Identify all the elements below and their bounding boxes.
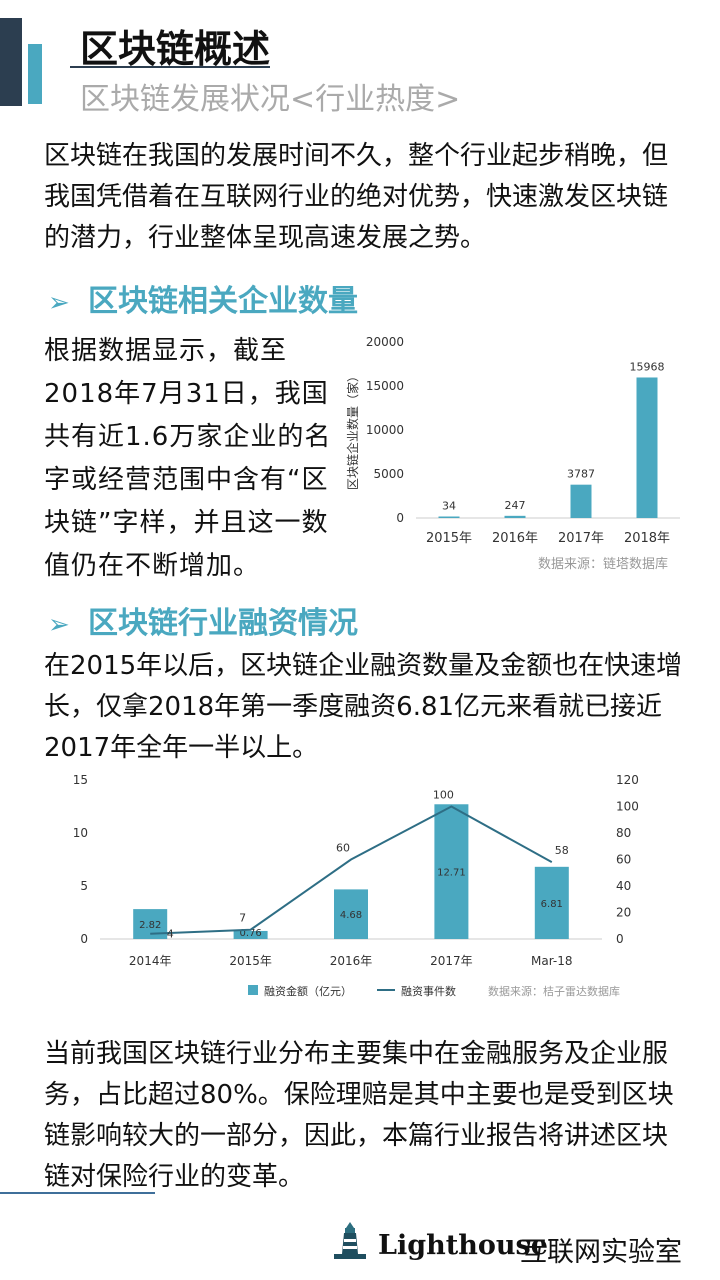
header-accent-bar-teal: [28, 44, 42, 104]
bar: [570, 484, 592, 518]
x-tick-label: 2015年: [229, 954, 272, 968]
bar-value-label: 2.82: [139, 920, 161, 931]
title-divider: [70, 66, 270, 68]
y-tick-label: 10000: [366, 423, 404, 437]
y-right-tick-label: 40: [616, 879, 631, 893]
y-left-tick-label: 5: [80, 879, 88, 893]
bar-value-label: 12.71: [437, 868, 466, 879]
line-value-label: 60: [336, 842, 350, 855]
line-value-label: 58: [555, 844, 569, 857]
page-subtitle: 区块链发展状况<行业热度>: [80, 82, 461, 117]
section-heading-label: 区块链行业融资情况: [88, 606, 358, 641]
y-right-tick-label: 120: [616, 773, 639, 787]
y-left-tick-label: 15: [73, 773, 88, 787]
bar: [534, 866, 569, 939]
financing-paragraph: 在2015年以后，区块链企业融资数量及金额也在快速增长，仅拿2018年第一季度融…: [44, 651, 683, 763]
footer-divider: [0, 1192, 155, 1194]
data-label: 15968: [630, 360, 665, 373]
bar: [233, 930, 268, 939]
y-left-tick-label: 0: [80, 932, 88, 946]
line-value-label: 7: [239, 912, 246, 925]
y-right-tick-label: 80: [616, 826, 631, 840]
legend-bar-label: 融资金额（亿元）: [264, 984, 352, 998]
arrow-bullet-icon: ➢: [48, 288, 70, 318]
x-tick-label: 2017年: [558, 531, 604, 546]
bar: [636, 377, 658, 518]
intro-paragraph: 区块链在我国的发展时间不久，整个行业起步稍晚，但我国凭借着在互联网行业的绝对优势…: [44, 141, 669, 253]
y-tick-label: 5000: [373, 467, 404, 481]
arrow-bullet-icon: ➢: [48, 610, 70, 640]
x-tick-label: 2016年: [330, 954, 373, 968]
y-tick-label: 20000: [366, 335, 404, 349]
chart-source: 数据来源：桔子雷达数据库: [488, 984, 620, 998]
page-title: 区块链概述: [80, 27, 271, 71]
y-left-tick-label: 10: [73, 826, 88, 840]
x-tick-label: 2017年: [430, 954, 473, 968]
y-tick-label: 0: [396, 511, 404, 525]
data-label: 247: [505, 499, 526, 512]
bar: [504, 515, 526, 518]
bar-value-label: 4.68: [340, 910, 362, 921]
x-tick-label: 2014年: [129, 954, 172, 968]
bar-value-label: 6.81: [541, 899, 563, 910]
brand-name: Lighthouse: [378, 1230, 548, 1261]
brand-name-cn: 互联网实验室: [520, 1237, 682, 1268]
line-value-label: 4: [167, 928, 174, 941]
y-right-tick-label: 100: [616, 800, 639, 814]
enterprise-count-paragraph: 根据数据显示，截至2018年7月31日，我国共有近1.6万家企业的名字或经营范围…: [44, 336, 332, 581]
bar-value-label: 0.76: [239, 928, 261, 939]
x-tick-label: 2016年: [492, 531, 538, 546]
bar: [438, 516, 460, 518]
conclusion-paragraph: 当前我国区块链行业分布主要集中在金融服务及企业服务，占比超过80%。保险理赔是其…: [44, 1039, 674, 1192]
section-heading-enterprise-count: ➢ 区块链相关企业数量: [48, 276, 358, 320]
section-heading-label: 区块链相关企业数量: [88, 284, 358, 319]
header-accent-bar: [0, 18, 22, 106]
y-right-tick-label: 20: [616, 906, 631, 920]
chart-source: 数据来源：链塔数据库: [538, 556, 668, 572]
legend-line-label: 融资事件数: [401, 985, 456, 998]
series-line: [150, 805, 553, 935]
bar: [434, 804, 469, 939]
data-label: 34: [442, 500, 456, 513]
y-axis-title: 区块链企业数量（家）: [345, 370, 360, 490]
y-right-tick-label: 0: [616, 932, 624, 946]
lighthouse-logo-icon: [334, 1222, 366, 1259]
bar: [334, 889, 368, 939]
section-heading-financing: ➢ 区块链行业融资情况: [48, 598, 358, 642]
x-tick-label: Mar-18: [531, 954, 572, 968]
x-tick-label: 2018年: [624, 531, 670, 546]
data-label: 3787: [567, 468, 595, 481]
y-right-tick-label: 60: [616, 853, 631, 867]
legend-bar-swatch: [248, 985, 258, 995]
y-tick-label: 15000: [366, 379, 404, 393]
line-value-label: 100: [433, 789, 454, 802]
x-tick-label: 2015年: [426, 531, 472, 546]
